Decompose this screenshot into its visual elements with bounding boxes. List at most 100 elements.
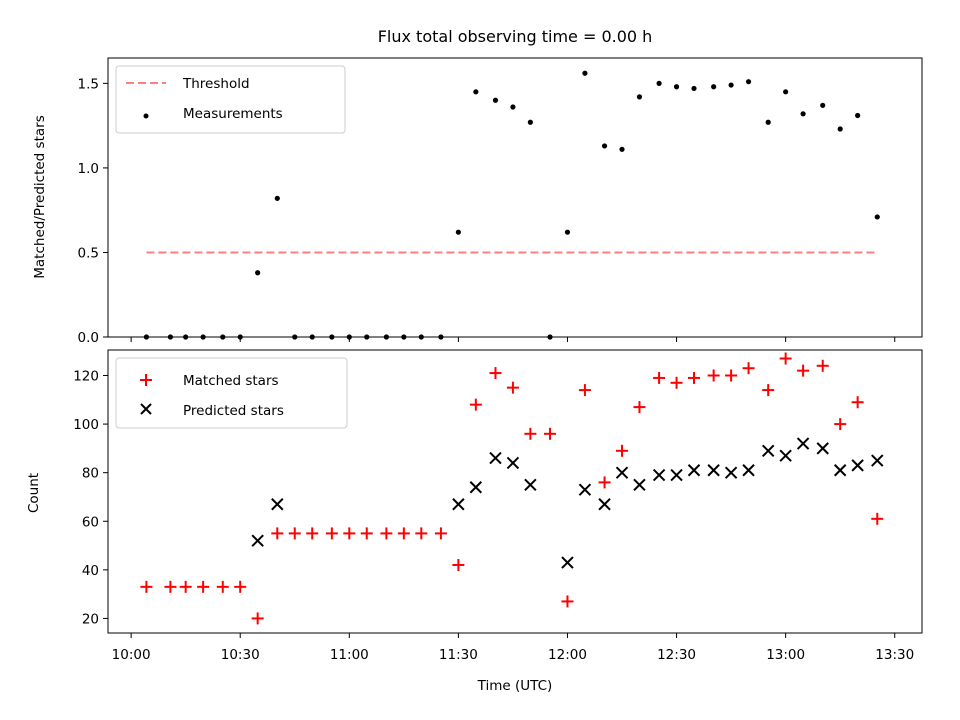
matched-star-point bbox=[707, 369, 720, 382]
ratio-y-axis-label: Matched/Predicted stars bbox=[32, 115, 48, 278]
predicted-star-point bbox=[670, 468, 683, 482]
matched-star-point bbox=[325, 527, 338, 540]
matched-star-point bbox=[616, 444, 629, 457]
matched-star-point bbox=[725, 369, 738, 382]
matched-star-point bbox=[834, 418, 847, 431]
measurement-points bbox=[143, 70, 880, 340]
measurement-point bbox=[874, 214, 880, 220]
count-y-tick-label: 120 bbox=[73, 369, 99, 385]
count-y-tick-label: 60 bbox=[82, 514, 99, 530]
predicted-star-point bbox=[271, 498, 284, 511]
ratio-y-tick-label: 1.0 bbox=[78, 161, 99, 177]
legend-matched-swatch bbox=[140, 374, 152, 386]
matched-star-point bbox=[797, 364, 810, 377]
measurement-point bbox=[837, 126, 843, 132]
count-y-axis-label: Count bbox=[26, 473, 42, 513]
measurement-point bbox=[455, 229, 461, 235]
predicted-star-point bbox=[779, 449, 792, 462]
matched-star-point bbox=[742, 362, 755, 375]
matched-star-point bbox=[452, 558, 465, 571]
matched-star-point bbox=[380, 527, 393, 540]
measurement-point bbox=[765, 119, 771, 125]
matched-star-point bbox=[524, 427, 537, 440]
ratio-y-ticks: 0.0 0.5 1.0 1.5 bbox=[78, 76, 108, 346]
count-legend-box bbox=[115, 357, 348, 429]
matched-star-point bbox=[544, 427, 557, 440]
matched-star-point bbox=[397, 527, 410, 540]
matched-star-point bbox=[871, 512, 884, 525]
legend-measurements-label: Measurements bbox=[183, 106, 283, 122]
predicted-star-point bbox=[761, 444, 775, 458]
count-x-ticks: 10:00 10:30 11:00 11:30 12:00 12:30 13:00 13:30 bbox=[112, 633, 914, 663]
measurement-point bbox=[527, 119, 533, 125]
matched-star-point bbox=[633, 401, 646, 414]
matched-star-point bbox=[816, 359, 829, 372]
measurement-point bbox=[619, 146, 625, 152]
count-plot-frame bbox=[107, 349, 923, 634]
legend-matched-label: Matched stars bbox=[183, 373, 279, 389]
predicted-star-point bbox=[796, 437, 810, 450]
legend-predicted-label: Predicted stars bbox=[183, 403, 284, 419]
ratio-legend-box bbox=[115, 65, 346, 134]
count-panel: 20 40 60 80 100 120 10:00 10:30 11:00 11:30 12:00… bbox=[26, 349, 923, 694]
measurement-point bbox=[673, 84, 680, 90]
predicted-star-point bbox=[561, 556, 574, 569]
ratio-y-tick-label: 1.5 bbox=[78, 76, 99, 92]
matched-star-point bbox=[598, 476, 611, 489]
measurement-point bbox=[255, 270, 261, 276]
count-y-tick-label: 40 bbox=[82, 563, 99, 579]
count-y-ticks: 20 40 60 80 100 120 bbox=[73, 369, 108, 627]
chart-title: Flux total observing time = 0.00 h bbox=[378, 27, 653, 46]
measurement-point bbox=[582, 70, 588, 76]
x-tick-label: 12:30 bbox=[657, 647, 696, 663]
matched-star-point bbox=[762, 384, 775, 397]
matched-star-point bbox=[506, 381, 519, 394]
predicted-star-point bbox=[506, 456, 520, 470]
matched-star-point bbox=[179, 580, 192, 593]
count-legend: Matched stars Predicted stars bbox=[115, 357, 348, 429]
predicted-star-point bbox=[707, 464, 720, 477]
measurement-point bbox=[855, 112, 861, 119]
matched-star-point bbox=[288, 527, 301, 540]
predicted-star-point bbox=[251, 534, 264, 547]
measurement-point bbox=[274, 195, 280, 201]
x-tick-label: 13:30 bbox=[875, 647, 914, 663]
measurement-point bbox=[711, 84, 717, 90]
predicted-star-point bbox=[851, 459, 864, 472]
matched-star-point bbox=[306, 527, 319, 540]
ratio-y-tick-label: 0.5 bbox=[78, 245, 99, 261]
count-y-tick-label: 100 bbox=[73, 417, 99, 433]
matched-star-point bbox=[360, 527, 373, 540]
measurement-point bbox=[783, 89, 789, 95]
predicted-star-point bbox=[615, 466, 629, 479]
predicted-star-point bbox=[816, 442, 829, 455]
ratio-plot-frame bbox=[107, 57, 923, 338]
count-y-tick-label: 80 bbox=[82, 466, 99, 482]
legend-predicted-swatch bbox=[140, 403, 152, 415]
matched-star-point bbox=[851, 396, 864, 409]
ratio-legend: Threshold Measurements bbox=[115, 65, 346, 134]
matched-star-point bbox=[469, 398, 482, 411]
matched-star-point bbox=[489, 367, 502, 380]
matched-star-point bbox=[234, 580, 247, 593]
measurement-point bbox=[510, 104, 516, 110]
matched-star-point bbox=[415, 527, 428, 540]
predicted-stars-points bbox=[251, 437, 884, 569]
predicted-star-point bbox=[489, 451, 502, 465]
measurement-point bbox=[636, 94, 643, 100]
predicted-star-point bbox=[452, 498, 465, 511]
predicted-star-point bbox=[598, 498, 611, 511]
matched-star-point bbox=[434, 527, 447, 540]
matched-star-point bbox=[197, 580, 210, 593]
predicted-star-point bbox=[687, 464, 701, 477]
predicted-star-point bbox=[469, 481, 483, 494]
matched-star-point bbox=[561, 595, 574, 608]
x-tick-label: 10:00 bbox=[112, 647, 151, 663]
x-tick-label: 11:00 bbox=[330, 647, 369, 663]
matched-star-point bbox=[688, 371, 701, 384]
matched-star-point bbox=[779, 352, 792, 365]
x-tick-label: 13:00 bbox=[766, 647, 805, 663]
matched-star-point bbox=[140, 580, 153, 593]
predicted-star-point bbox=[578, 483, 592, 496]
legend-threshold-label: Threshold bbox=[182, 76, 250, 92]
